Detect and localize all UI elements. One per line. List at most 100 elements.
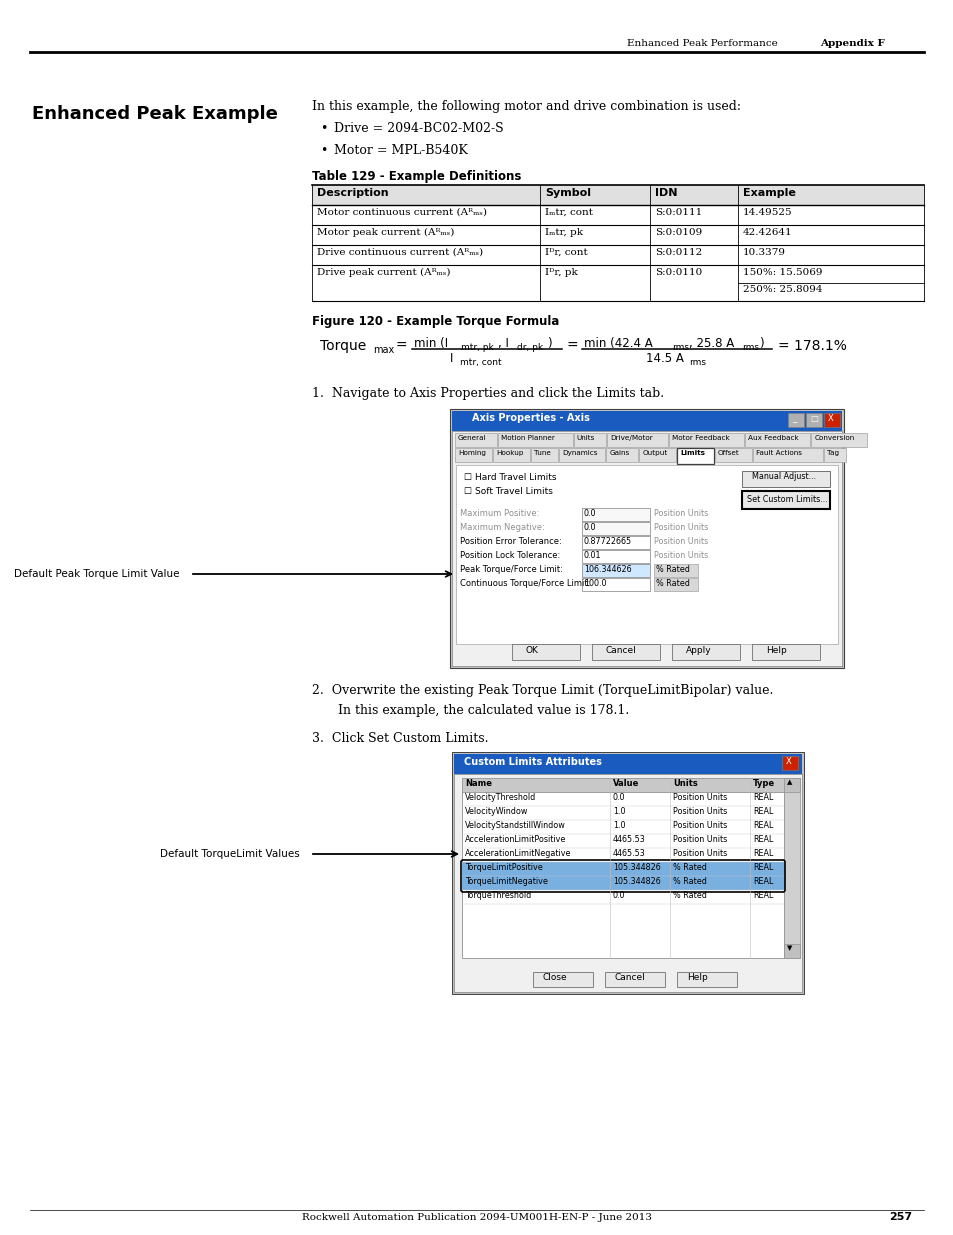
Text: 10.3379: 10.3379 <box>742 248 785 257</box>
Text: Example: Example <box>742 188 795 198</box>
Text: •: • <box>319 144 327 157</box>
Text: Iₘtr, pk: Iₘtr, pk <box>544 228 582 237</box>
Text: Homing: Homing <box>457 450 485 456</box>
Text: Offset: Offset <box>717 450 739 456</box>
Text: •: • <box>319 122 327 135</box>
Text: Position Units: Position Units <box>654 522 707 532</box>
Text: Name: Name <box>464 779 492 788</box>
Bar <box>654 564 698 577</box>
Text: 14.49525: 14.49525 <box>742 207 792 217</box>
Text: Position Units: Position Units <box>654 537 707 546</box>
Text: REAL: REAL <box>752 877 773 885</box>
Text: Units: Units <box>672 779 697 788</box>
Text: Gains: Gains <box>609 450 629 456</box>
Text: 0.87722665: 0.87722665 <box>583 537 632 546</box>
Bar <box>714 448 751 462</box>
Text: TorqueLimitPositive: TorqueLimitPositive <box>464 863 542 872</box>
Text: ☐ Hard Travel Limits: ☐ Hard Travel Limits <box>463 473 556 482</box>
Text: I: I <box>450 352 453 366</box>
Text: REAL: REAL <box>752 821 773 830</box>
Text: Output: Output <box>641 450 667 456</box>
Text: min (42.4 A: min (42.4 A <box>583 337 652 350</box>
Bar <box>461 862 783 876</box>
Text: min (I: min (I <box>414 337 448 350</box>
Text: max: max <box>373 345 394 354</box>
Text: AccelerationLimitPositive: AccelerationLimitPositive <box>464 835 566 844</box>
Text: Figure 120 - Example Torque Formula: Figure 120 - Example Torque Formula <box>312 315 558 329</box>
Text: REAL: REAL <box>752 863 773 872</box>
Text: S:0:0112: S:0:0112 <box>655 248 701 257</box>
Text: Motion Planner: Motion Planner <box>500 435 554 441</box>
Text: Units: Units <box>577 435 595 441</box>
Bar <box>533 972 593 987</box>
Text: Iᴰr, pk: Iᴰr, pk <box>544 268 578 277</box>
Text: Position Units: Position Units <box>672 806 726 816</box>
Text: Drive continuous current (Aᴿₘₛ): Drive continuous current (Aᴿₘₛ) <box>316 248 482 257</box>
Text: REAL: REAL <box>752 890 773 900</box>
Bar <box>455 448 492 462</box>
Text: ▼: ▼ <box>786 945 792 951</box>
Text: REAL: REAL <box>752 793 773 802</box>
Text: 0.0: 0.0 <box>613 793 625 802</box>
Text: Iᴰr, cont: Iᴰr, cont <box>544 248 587 257</box>
Bar <box>744 433 809 447</box>
Bar <box>456 466 837 643</box>
Bar <box>312 185 923 205</box>
Text: Position Units: Position Units <box>672 848 726 858</box>
Bar <box>452 752 803 994</box>
Bar <box>581 522 649 535</box>
Text: REAL: REAL <box>752 835 773 844</box>
Bar <box>461 778 783 792</box>
Text: Custom Limits Attributes: Custom Limits Attributes <box>463 757 601 767</box>
Text: Enhanced Peak Performance: Enhanced Peak Performance <box>626 40 777 48</box>
Text: % Rated: % Rated <box>672 863 706 872</box>
Text: Limits: Limits <box>679 450 704 456</box>
Bar <box>455 433 497 447</box>
Text: Drive = 2094-BC02-M02-S: Drive = 2094-BC02-M02-S <box>334 122 503 135</box>
Text: Iₘtr, cont: Iₘtr, cont <box>544 207 593 217</box>
Text: 0.0: 0.0 <box>613 890 625 900</box>
Text: rms: rms <box>688 358 705 367</box>
Bar <box>581 578 649 592</box>
Text: ): ) <box>759 337 762 350</box>
Bar <box>454 774 801 992</box>
Text: Help: Help <box>765 646 786 655</box>
Bar <box>671 643 740 659</box>
Bar <box>452 411 841 431</box>
Text: Dynamics: Dynamics <box>561 450 597 456</box>
Bar <box>461 778 783 958</box>
Text: Conversion: Conversion <box>814 435 854 441</box>
Text: = 178.1%: = 178.1% <box>778 338 846 353</box>
Bar <box>752 448 822 462</box>
Text: OK: OK <box>525 646 538 655</box>
Text: ☐ Soft Travel Limits: ☐ Soft Travel Limits <box>463 487 553 496</box>
Text: Rockwell Automation Publication 2094-UM001H-EN-P - June 2013: Rockwell Automation Publication 2094-UM0… <box>302 1213 651 1221</box>
Text: Motor Feedback: Motor Feedback <box>671 435 729 441</box>
Text: , I: , I <box>497 337 508 350</box>
Bar <box>668 433 743 447</box>
Text: Tune: Tune <box>533 450 550 456</box>
Text: 150%: 15.5069: 150%: 15.5069 <box>742 268 821 277</box>
Bar <box>741 492 829 509</box>
Text: Cancel: Cancel <box>615 973 645 982</box>
Text: S:0:0110: S:0:0110 <box>655 268 701 277</box>
Bar <box>787 412 803 427</box>
Text: □: □ <box>809 414 817 424</box>
Bar <box>493 448 529 462</box>
Bar <box>783 778 800 792</box>
Text: 0.0: 0.0 <box>583 522 596 532</box>
Text: Default Peak Torque Limit Value: Default Peak Torque Limit Value <box>14 569 180 579</box>
Text: Set Custom Limits...: Set Custom Limits... <box>746 495 827 504</box>
Bar <box>605 448 638 462</box>
Text: TorqueThreshold: TorqueThreshold <box>464 890 531 900</box>
Text: 105.344826: 105.344826 <box>613 863 660 872</box>
Bar <box>751 643 820 659</box>
Text: Peak Torque/Force Limit:: Peak Torque/Force Limit: <box>459 564 562 574</box>
Text: Position Units: Position Units <box>672 835 726 844</box>
Text: Symbol: Symbol <box>544 188 590 198</box>
Text: 42.42641: 42.42641 <box>742 228 792 237</box>
Bar <box>805 412 821 427</box>
Text: dr, pk: dr, pk <box>517 343 542 352</box>
Bar <box>512 643 579 659</box>
Text: =: = <box>566 338 578 353</box>
